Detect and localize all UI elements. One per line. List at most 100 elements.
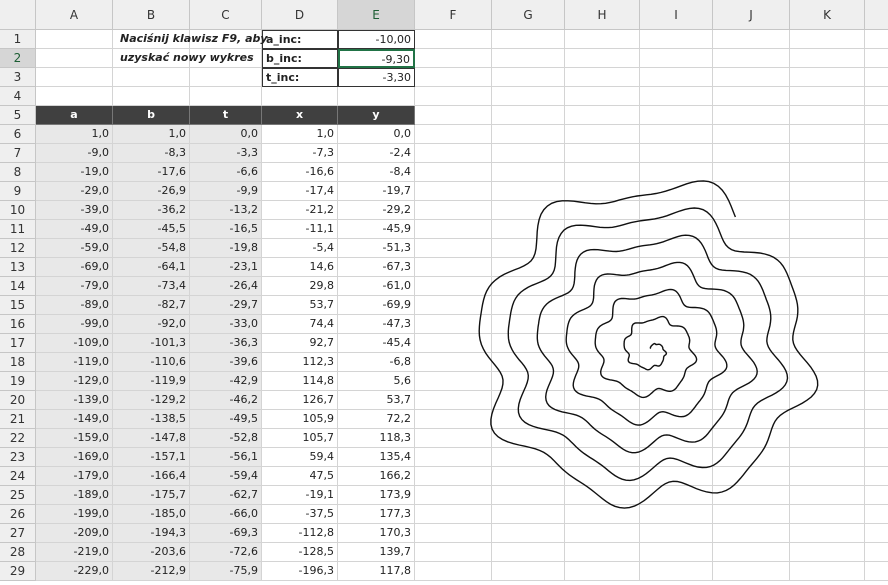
cell[interactable] bbox=[790, 68, 865, 87]
table-cell[interactable]: -138,5 bbox=[113, 410, 190, 429]
table-cell[interactable]: -101,3 bbox=[113, 334, 190, 353]
table-cell[interactable]: 135,4 bbox=[338, 448, 415, 467]
column-header[interactable]: I bbox=[640, 0, 713, 30]
table-cell[interactable]: 74,4 bbox=[262, 315, 338, 334]
cell[interactable] bbox=[790, 353, 865, 372]
table-cell[interactable]: -189,0 bbox=[36, 486, 113, 505]
table-cell[interactable]: -82,7 bbox=[113, 296, 190, 315]
cell[interactable] bbox=[36, 49, 113, 68]
cell[interactable] bbox=[865, 467, 888, 486]
row-header[interactable]: 26 bbox=[0, 505, 36, 524]
cell[interactable] bbox=[865, 296, 888, 315]
cell[interactable] bbox=[36, 68, 113, 87]
table-cell[interactable]: -45,9 bbox=[338, 220, 415, 239]
cell[interactable] bbox=[865, 391, 888, 410]
table-cell[interactable]: -203,6 bbox=[113, 543, 190, 562]
cell[interactable] bbox=[713, 486, 790, 505]
table-cell[interactable]: 0,0 bbox=[338, 125, 415, 144]
row-header[interactable]: 7 bbox=[0, 144, 36, 163]
cell[interactable] bbox=[865, 334, 888, 353]
table-cell[interactable]: 105,7 bbox=[262, 429, 338, 448]
table-cell[interactable]: -159,0 bbox=[36, 429, 113, 448]
row-header[interactable]: 1 bbox=[0, 30, 36, 49]
table-cell[interactable]: 105,9 bbox=[262, 410, 338, 429]
cell[interactable] bbox=[790, 106, 865, 125]
table-cell[interactable]: -119,9 bbox=[113, 372, 190, 391]
table-cell[interactable]: 53,7 bbox=[262, 296, 338, 315]
column-header[interactable]: F bbox=[415, 0, 492, 30]
table-cell[interactable]: -49,0 bbox=[36, 220, 113, 239]
table-cell[interactable]: -37,5 bbox=[262, 505, 338, 524]
table-cell[interactable]: -169,0 bbox=[36, 448, 113, 467]
cell[interactable] bbox=[492, 125, 565, 144]
cell[interactable] bbox=[790, 334, 865, 353]
cell[interactable] bbox=[865, 543, 888, 562]
cell[interactable] bbox=[492, 391, 565, 410]
cell[interactable] bbox=[492, 353, 565, 372]
cell[interactable] bbox=[262, 87, 338, 106]
cell[interactable] bbox=[640, 543, 713, 562]
column-header[interactable]: K bbox=[790, 0, 865, 30]
row-header[interactable]: 21 bbox=[0, 410, 36, 429]
cell[interactable] bbox=[415, 505, 492, 524]
cell[interactable] bbox=[113, 30, 190, 49]
cell[interactable] bbox=[640, 448, 713, 467]
cell[interactable] bbox=[640, 163, 713, 182]
cell[interactable] bbox=[190, 68, 262, 87]
cell[interactable] bbox=[713, 258, 790, 277]
cell[interactable] bbox=[415, 125, 492, 144]
cell[interactable] bbox=[713, 49, 790, 68]
table-cell[interactable]: -23,1 bbox=[190, 258, 262, 277]
cell[interactable] bbox=[640, 410, 713, 429]
cell[interactable] bbox=[713, 68, 790, 87]
cell[interactable] bbox=[492, 524, 565, 543]
row-header[interactable]: 11 bbox=[0, 220, 36, 239]
cell[interactable] bbox=[790, 429, 865, 448]
cell[interactable] bbox=[640, 125, 713, 144]
cell[interactable] bbox=[790, 125, 865, 144]
cell[interactable] bbox=[565, 30, 640, 49]
cell[interactable] bbox=[492, 410, 565, 429]
cell[interactable] bbox=[415, 163, 492, 182]
table-header[interactable]: a bbox=[36, 106, 113, 125]
cell[interactable] bbox=[492, 201, 565, 220]
table-cell[interactable]: -209,0 bbox=[36, 524, 113, 543]
cell[interactable] bbox=[492, 30, 565, 49]
cell[interactable] bbox=[713, 182, 790, 201]
cell[interactable] bbox=[415, 429, 492, 448]
table-cell[interactable]: 72,2 bbox=[338, 410, 415, 429]
cell[interactable] bbox=[640, 296, 713, 315]
cell[interactable] bbox=[790, 258, 865, 277]
table-header[interactable]: t bbox=[190, 106, 262, 125]
cell[interactable] bbox=[790, 277, 865, 296]
table-cell[interactable]: -6,8 bbox=[338, 353, 415, 372]
cell[interactable] bbox=[790, 239, 865, 258]
table-cell[interactable]: -179,0 bbox=[36, 467, 113, 486]
cell[interactable] bbox=[713, 201, 790, 220]
row-header[interactable]: 24 bbox=[0, 467, 36, 486]
table-cell[interactable]: -2,4 bbox=[338, 144, 415, 163]
table-cell[interactable]: -129,2 bbox=[113, 391, 190, 410]
cell[interactable] bbox=[790, 505, 865, 524]
table-cell[interactable]: -29,0 bbox=[36, 182, 113, 201]
cell[interactable] bbox=[190, 49, 262, 68]
table-cell[interactable]: 47,5 bbox=[262, 467, 338, 486]
table-cell[interactable]: -194,3 bbox=[113, 524, 190, 543]
cell[interactable] bbox=[415, 87, 492, 106]
cell[interactable] bbox=[492, 543, 565, 562]
row-header[interactable]: 12 bbox=[0, 239, 36, 258]
cell[interactable] bbox=[492, 277, 565, 296]
cell[interactable] bbox=[865, 68, 888, 87]
column-header[interactable]: H bbox=[565, 0, 640, 30]
cell[interactable] bbox=[640, 201, 713, 220]
table-cell[interactable]: -19,0 bbox=[36, 163, 113, 182]
table-cell[interactable]: -89,0 bbox=[36, 296, 113, 315]
row-header[interactable]: 9 bbox=[0, 182, 36, 201]
cell[interactable] bbox=[565, 106, 640, 125]
row-header[interactable]: 22 bbox=[0, 429, 36, 448]
cell[interactable] bbox=[565, 391, 640, 410]
table-cell[interactable]: -29,2 bbox=[338, 201, 415, 220]
table-cell[interactable]: -229,0 bbox=[36, 562, 113, 581]
cell[interactable] bbox=[790, 543, 865, 562]
param-value[interactable]: -3,30 bbox=[338, 68, 415, 87]
